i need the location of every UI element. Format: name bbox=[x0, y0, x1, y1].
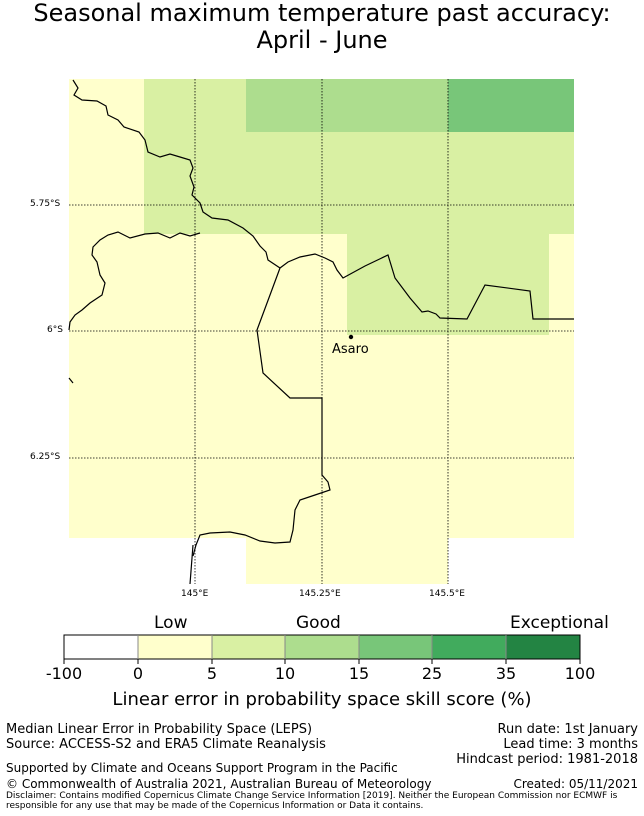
colorbar-tick: 25 bbox=[421, 664, 443, 683]
colorbar-bin-5 bbox=[359, 635, 432, 659]
colorbar-tick: 5 bbox=[206, 664, 218, 683]
category-good: Good bbox=[296, 613, 341, 633]
boundary-inner bbox=[192, 267, 331, 557]
colorbar-bin-6 bbox=[432, 635, 506, 659]
colorbar-tick: 0 bbox=[132, 664, 144, 683]
colorbar-bin-7 bbox=[506, 635, 580, 659]
colorbar-bin-2 bbox=[138, 635, 212, 659]
boundary-coast-stub bbox=[68, 377, 74, 384]
boundaries bbox=[68, 79, 574, 585]
disclaimer-text: Disclaimer: Contains modified Copernicus… bbox=[6, 791, 618, 811]
colorbar bbox=[63, 634, 581, 664]
colorbar-bin-1 bbox=[64, 635, 138, 659]
boundary-west-south bbox=[68, 231, 201, 331]
boundary-south-stub bbox=[189, 544, 194, 585]
source-text: Source: ACCESS-S2 and ERA5 Climate Reana… bbox=[6, 737, 326, 752]
run-date: Run date: 1st January bbox=[497, 722, 638, 737]
cell-low bbox=[246, 536, 448, 584]
colorbar-frame bbox=[63, 634, 581, 660]
cell-higher bbox=[448, 79, 574, 132]
place-label-asaro: Asaro bbox=[332, 342, 369, 357]
cell-high bbox=[246, 79, 448, 132]
category-low: Low bbox=[154, 613, 188, 633]
method-text: Median Linear Error in Probability Space… bbox=[6, 722, 313, 737]
colorbar-tick: 100 bbox=[564, 664, 596, 683]
hindcast-period: Hindcast period: 1981-2018 bbox=[456, 752, 638, 767]
asaro-marker bbox=[348, 334, 354, 340]
colorbar-title: Linear error in probability space skill … bbox=[112, 689, 532, 710]
lon-label: 145°E bbox=[181, 589, 209, 599]
created-date: Created: 05/11/2021 bbox=[513, 777, 638, 791]
lon-label: 145.25°E bbox=[299, 589, 341, 599]
colorbar-tick: 15 bbox=[348, 664, 370, 683]
colorbar-tick: 35 bbox=[495, 664, 517, 683]
map-title-line1: Seasonal maximum temperature past accura… bbox=[33, 0, 611, 27]
lead-time: Lead time: 3 months bbox=[503, 737, 638, 752]
boundary-west-north bbox=[72, 79, 281, 269]
boundary-east bbox=[279, 253, 574, 320]
colorbar-bin-3 bbox=[212, 635, 285, 659]
lat-label: 5.75°S bbox=[30, 199, 61, 209]
category-exceptional: Exceptional bbox=[510, 613, 609, 633]
lat-label: 6.25°S bbox=[30, 452, 61, 462]
lon-label: 145.5°E bbox=[429, 589, 465, 599]
lat-label: 6°S bbox=[47, 325, 63, 335]
skill-cells bbox=[69, 79, 574, 584]
supported-text: Supported by Climate and Oceans Support … bbox=[6, 761, 398, 775]
map-title-line2: April - June bbox=[256, 26, 388, 54]
colorbar-bin-4 bbox=[285, 635, 359, 659]
cell-low bbox=[448, 335, 548, 437]
colorbar-tick: -100 bbox=[45, 664, 83, 683]
copyright-text: © Commonwealth of Australia 2021, Austra… bbox=[6, 777, 432, 791]
colorbar-tick: 10 bbox=[274, 664, 296, 683]
